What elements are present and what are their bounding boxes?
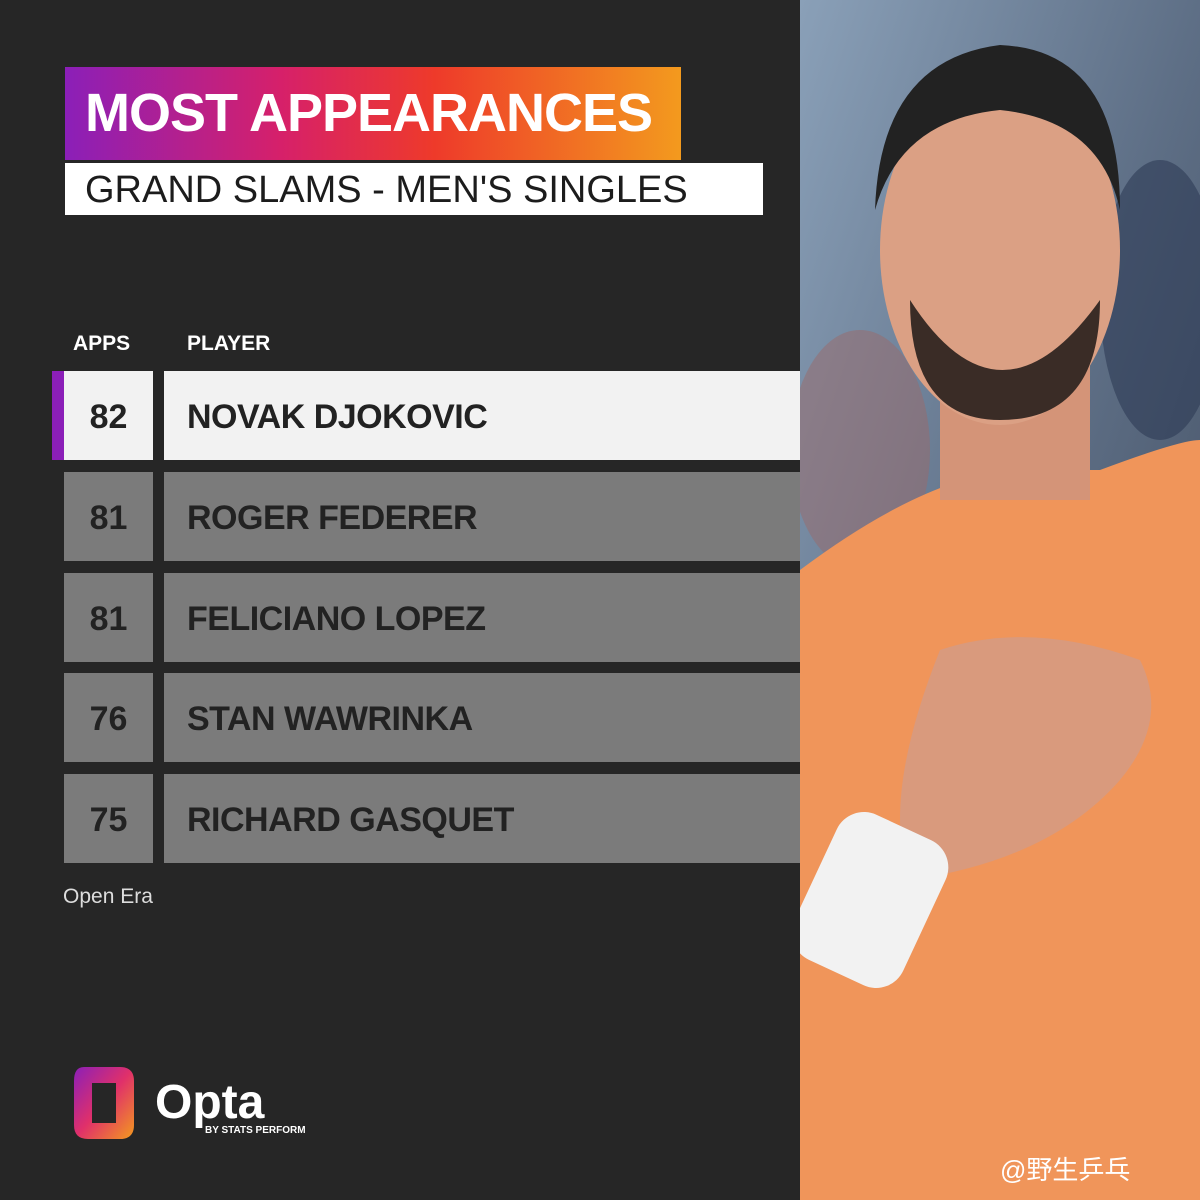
apps-cell: 81 [64,573,153,662]
player-cell: NOVAK DJOKOVIC [164,371,800,460]
logo-tagline: BY STATS PERFORM [205,1125,306,1136]
watermark: @野生乒乓 [1000,1155,1131,1185]
subtitle: GRAND SLAMS - MEN'S SINGLES [65,163,763,215]
apps-cell: 81 [64,472,153,561]
player-cell: STAN WAWRINKA [164,673,800,762]
title: MOST APPEARANCES [65,67,681,160]
apps-cell: 76 [64,673,153,762]
column-header: PLAYER [187,332,271,355]
apps-cell: 75 [64,774,153,863]
player-photo [800,0,1200,1200]
column-header: APPS [73,332,131,355]
logo-text: Opta [155,1076,265,1129]
player-cell: RICHARD GASQUET [164,774,800,863]
apps-cell: 82 [64,371,153,460]
player-cell: FELICIANO LOPEZ [164,573,800,662]
player-cell: ROGER FEDERER [164,472,800,561]
logo-icon [74,1067,134,1139]
highlight-bar [52,371,64,460]
footnote: Open Era [63,885,153,908]
